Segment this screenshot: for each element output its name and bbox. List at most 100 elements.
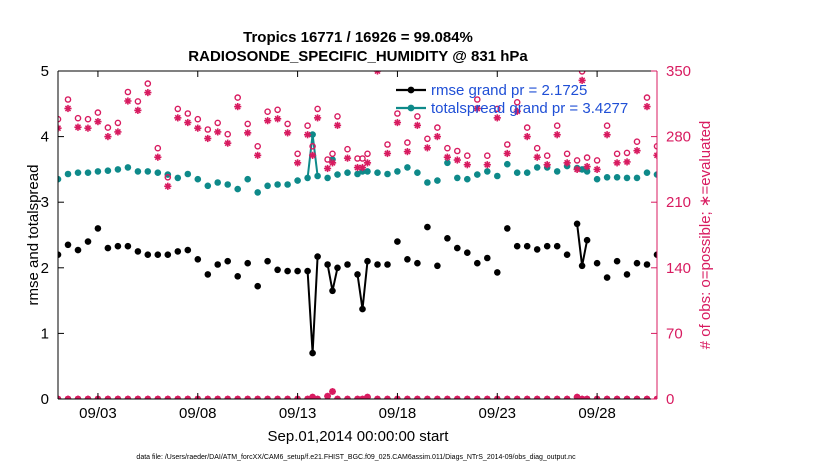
obs-evaluated-marker xyxy=(373,71,382,75)
obs-zero-evaluated-marker-stroke xyxy=(234,396,239,399)
rmse-point xyxy=(329,287,336,295)
obs-zero-evaluated-marker xyxy=(234,395,242,399)
obs-evaluated-marker xyxy=(653,151,657,159)
totalspread-point xyxy=(578,166,586,173)
obs-zero-evaluated-marker-stroke xyxy=(504,396,509,399)
obs-zero-evaluated-marker-stroke xyxy=(75,396,80,399)
obs-possible-marker xyxy=(453,147,461,155)
totalspread-point xyxy=(84,169,92,176)
obs-zero-evaluated-marker-stroke xyxy=(516,396,521,399)
totalspread-point xyxy=(444,159,451,167)
rmse-point xyxy=(533,246,541,253)
x-tick-label: 09/08 xyxy=(179,405,217,422)
obs-possible-marker xyxy=(434,124,441,131)
obs-zero-evaluated-marker-stroke xyxy=(514,396,519,399)
obs-zero-evaluated-marker xyxy=(503,395,511,399)
obs-evaluated-marker xyxy=(164,182,172,190)
totalspread-point xyxy=(553,168,561,175)
obs-possible-marker xyxy=(424,135,431,143)
obs-evaluated-marker xyxy=(603,131,611,139)
totalspread-point xyxy=(653,171,657,178)
obs-possible-marker xyxy=(174,105,182,113)
legend-spread-label: totalspread grand pr = 3.4277 xyxy=(431,100,628,117)
obs-zero-evaluated-marker-stroke xyxy=(359,396,364,399)
obs-zero-evaluated-marker xyxy=(174,395,182,399)
obs-evaluated-marker xyxy=(333,121,342,129)
obs-zero-evaluated-marker xyxy=(433,395,441,399)
rmse-point xyxy=(214,261,221,268)
obs-zero-evaluated-marker xyxy=(214,395,222,399)
rmse-point xyxy=(474,259,481,267)
rmse-point xyxy=(504,225,511,232)
rmse-point xyxy=(74,246,82,254)
obs-zero-evaluated-marker-stroke xyxy=(604,396,609,399)
obs-evaluated-marker xyxy=(433,133,441,141)
obs-zero-evaluated-marker-stroke xyxy=(594,396,599,399)
rmse-point xyxy=(254,282,261,290)
rmse-point xyxy=(134,248,142,255)
obs-possible-marker xyxy=(304,122,311,129)
obs-zero-evaluated-marker-stroke xyxy=(595,396,601,399)
obs-evaluated-marker xyxy=(84,124,92,132)
rmse-point xyxy=(304,267,311,275)
rmse-point xyxy=(58,251,62,258)
rmse-point xyxy=(334,264,341,272)
obs-zero-evaluated-marker-stroke xyxy=(186,396,191,399)
obs-possible-marker xyxy=(444,144,451,152)
obs-evaluated-marker xyxy=(94,118,102,126)
obs-possible-marker xyxy=(414,113,421,120)
obs-zero-evaluated-marker-stroke xyxy=(334,396,339,399)
rmse-point xyxy=(444,235,451,242)
obs-zero-evaluated-marker-stroke xyxy=(536,396,541,399)
rmse-point xyxy=(523,242,531,250)
obs-zero-evaluated-marker-stroke xyxy=(316,396,321,399)
rmse-point xyxy=(124,242,132,250)
x-tick-label: 09/18 xyxy=(379,405,417,422)
totalspread-point xyxy=(344,169,351,176)
obs-zero-evaluated-marker xyxy=(58,395,62,399)
obs-possible-marker xyxy=(309,142,316,150)
obs-zero-evaluated-marker-stroke xyxy=(216,396,221,399)
obs-zero-evaluated-marker-stroke xyxy=(474,396,479,399)
obs-evaluated-marker-stroke xyxy=(454,156,461,164)
obs-evaluated-marker-stroke xyxy=(643,103,651,110)
totalspread-point xyxy=(264,182,271,190)
obs-evaluated-marker-stroke xyxy=(584,163,591,170)
obs-zero-evaluated-marker xyxy=(404,395,411,399)
y-right-tick-label: 0 xyxy=(666,391,674,408)
obs-zero-evaluated-marker-stroke xyxy=(346,396,351,399)
obs-evaluated-marker-stroke xyxy=(284,129,291,136)
rmse-point xyxy=(64,241,72,249)
obs-zero-evaluated-marker-stroke xyxy=(226,396,231,399)
obs-zero-evaluated-marker xyxy=(513,395,521,399)
obs-evaluated-marker xyxy=(154,153,162,161)
obs-evaluated-marker-stroke xyxy=(324,165,331,172)
obs-possible-marker xyxy=(623,149,631,157)
rmse-point xyxy=(174,248,182,255)
obs-zero-evaluated-marker-stroke xyxy=(164,396,169,399)
obs-zero-evaluated-marker-stroke xyxy=(106,396,111,399)
obs-zero-evaluated-marker-stroke xyxy=(645,396,650,399)
obs-zero-evaluated-marker xyxy=(334,395,341,399)
obs-possible-marker xyxy=(653,143,657,150)
totalspread-point xyxy=(533,164,541,171)
obs-possible-marker xyxy=(214,119,221,127)
chart-title-line1: Tropics 16771 / 16926 = 99.084% xyxy=(243,29,473,46)
obs-evaluated-marker-stroke xyxy=(374,71,379,75)
obs-zero-evaluated-marker-stroke xyxy=(86,396,91,399)
obs-zero-evaluated-marker-stroke xyxy=(154,396,159,399)
obs-zero-evaluated-marker-stroke xyxy=(675,397,680,402)
obs-possible-marker xyxy=(359,155,366,162)
obs-possible-marker xyxy=(364,150,371,158)
obs-evaluated-marker-stroke xyxy=(364,159,371,166)
totalspread-point xyxy=(414,169,421,176)
obs-zero-evaluated-marker-stroke xyxy=(414,396,419,399)
obs-evaluated-marker xyxy=(623,158,631,166)
obs-zero-evaluated-marker-stroke xyxy=(244,396,249,399)
y-right-tick-label: 70 xyxy=(666,325,683,342)
obs-evaluated-marker xyxy=(423,144,431,152)
obs-evaluated-marker-stroke xyxy=(174,114,181,121)
obs-possible-marker xyxy=(633,138,641,145)
obs-zero-evaluated-marker xyxy=(423,395,431,399)
obs-zero-evaluated-marker-stroke xyxy=(65,396,70,399)
